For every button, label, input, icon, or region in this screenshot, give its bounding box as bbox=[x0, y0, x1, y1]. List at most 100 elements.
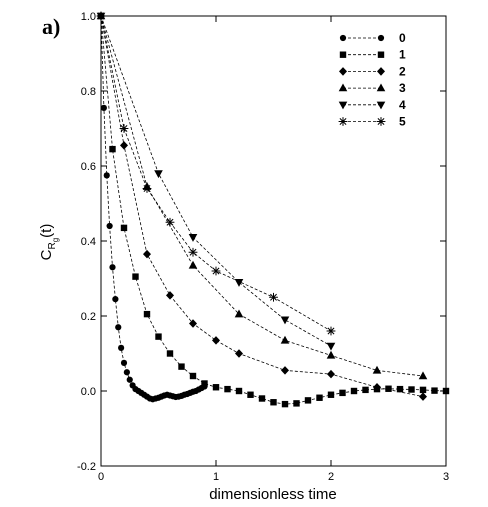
data-point-4 bbox=[280, 316, 290, 325]
data-point-0 bbox=[118, 344, 125, 351]
data-point-1 bbox=[350, 387, 358, 395]
data-point-4 bbox=[188, 234, 198, 242]
data-point-3 bbox=[326, 350, 336, 359]
legend-marker-left bbox=[339, 34, 347, 42]
data-point-2 bbox=[373, 382, 381, 392]
data-point-3 bbox=[188, 260, 198, 269]
data-point-1 bbox=[419, 386, 427, 394]
data-point-5 bbox=[165, 217, 175, 227]
y-tick-label: 0.4 bbox=[81, 236, 96, 248]
data-point-1 bbox=[120, 224, 128, 232]
y-label-sub1: R bbox=[47, 242, 58, 249]
legend-marker-left bbox=[338, 83, 348, 92]
y-label-arg: (t) bbox=[38, 224, 55, 238]
data-point-1 bbox=[189, 372, 197, 380]
data-point-1 bbox=[166, 350, 174, 357]
legend-item-5: 5 bbox=[338, 115, 406, 129]
legend: 0 1 2 3 4 5 bbox=[338, 31, 406, 129]
legend-marker-right bbox=[376, 83, 386, 92]
data-point-5 bbox=[142, 184, 152, 193]
y-tick-label: 0.2 bbox=[81, 311, 96, 323]
axis-ticks: 0 1 2 3 -0.2 0.0 0.2 0.4 0.6 0.8 1.0 bbox=[77, 11, 449, 483]
y-axis-label: CRg(t) bbox=[38, 224, 60, 261]
data-point-1 bbox=[304, 397, 312, 404]
data-point-3 bbox=[234, 309, 244, 318]
series-1 bbox=[97, 12, 450, 408]
data-point-5 bbox=[96, 11, 106, 21]
data-point-2 bbox=[120, 141, 128, 150]
data-point-1 bbox=[385, 385, 392, 392]
data-point-5 bbox=[211, 266, 221, 276]
y-label-sub2: g bbox=[51, 238, 60, 242]
data-point-1 bbox=[224, 385, 231, 393]
data-point-3 bbox=[418, 371, 428, 380]
legend-marker-left bbox=[338, 117, 348, 126]
data-point-1 bbox=[281, 400, 289, 408]
data-point-1 bbox=[362, 386, 369, 394]
data-point-2 bbox=[419, 392, 427, 401]
x-tick-label: 1 bbox=[213, 471, 219, 483]
panel-label: a) bbox=[42, 14, 61, 39]
legend-label: 4 bbox=[399, 98, 406, 112]
legend-label: 2 bbox=[399, 64, 406, 78]
legend-marker-left bbox=[338, 101, 348, 110]
series-line-5 bbox=[100, 15, 332, 332]
data-point-2 bbox=[281, 366, 289, 375]
data-point-1 bbox=[258, 395, 266, 402]
data-point-0 bbox=[106, 222, 113, 230]
data-point-5 bbox=[188, 247, 198, 257]
legend-label: 0 bbox=[399, 31, 406, 45]
legend-marker-right bbox=[376, 101, 386, 110]
series-4 bbox=[96, 12, 336, 351]
legend-marker-left bbox=[339, 67, 347, 76]
data-point-1 bbox=[339, 389, 346, 397]
legend-label: 5 bbox=[399, 115, 406, 129]
legend-marker-right bbox=[376, 117, 386, 126]
data-point-1 bbox=[408, 386, 415, 393]
data-point-1 bbox=[247, 391, 254, 398]
legend-marker-right bbox=[377, 34, 385, 42]
data-point-0 bbox=[126, 376, 133, 383]
legend-item-0: 0 bbox=[339, 31, 406, 45]
data-point-0 bbox=[112, 296, 119, 303]
data-point-1 bbox=[201, 380, 208, 387]
series-line-4 bbox=[100, 15, 332, 347]
legend-item-3: 3 bbox=[338, 81, 406, 95]
series-3 bbox=[96, 11, 428, 380]
data-point-1 bbox=[293, 400, 300, 407]
x-tick-label: 3 bbox=[443, 471, 449, 483]
x-axis-label: dimensionless time bbox=[209, 486, 337, 503]
data-point-0 bbox=[109, 264, 116, 271]
legend-item-1: 1 bbox=[339, 48, 406, 62]
data-point-1 bbox=[442, 387, 450, 395]
data-point-2 bbox=[143, 249, 151, 259]
data-point-4 bbox=[154, 170, 163, 179]
legend-marker-right bbox=[377, 67, 385, 76]
data-point-0 bbox=[100, 104, 107, 111]
svg-text:CRg(t): CRg(t) bbox=[38, 224, 60, 261]
series-line-3 bbox=[100, 15, 424, 377]
y-tick-label: -0.2 bbox=[77, 461, 96, 473]
data-point-2 bbox=[189, 319, 197, 328]
data-point-1 bbox=[431, 387, 438, 394]
series-line-2 bbox=[100, 15, 424, 397]
data-point-0 bbox=[103, 172, 110, 179]
series-2 bbox=[97, 11, 427, 401]
data-point-2 bbox=[166, 291, 174, 300]
data-point-3 bbox=[372, 365, 382, 374]
legend-item-2: 2 bbox=[339, 64, 406, 78]
y-tick-label: 1.0 bbox=[81, 11, 96, 23]
data-point-4 bbox=[326, 342, 336, 351]
legend-marker-left bbox=[339, 51, 347, 58]
data-point-5 bbox=[269, 292, 278, 302]
data-point-2 bbox=[327, 369, 335, 379]
data-point-1 bbox=[327, 391, 335, 398]
data-point-0 bbox=[115, 324, 122, 331]
data-point-1 bbox=[235, 387, 243, 395]
data-point-2 bbox=[212, 336, 220, 345]
y-tick-label: 0.8 bbox=[81, 86, 96, 98]
series-line-0 bbox=[100, 15, 205, 400]
series-line-1 bbox=[100, 15, 447, 405]
data-point-0 bbox=[123, 369, 130, 376]
